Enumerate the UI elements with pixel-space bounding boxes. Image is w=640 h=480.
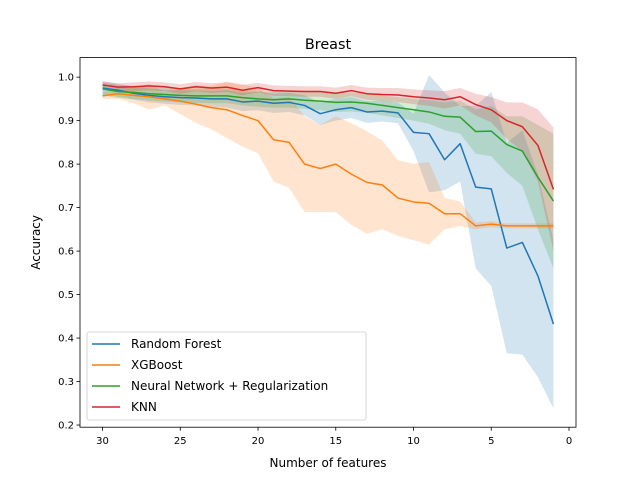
x-tick-label: 25 — [174, 436, 187, 447]
y-tick-label: 0.7 — [58, 203, 74, 214]
axes-frame — [79, 57, 577, 428]
legend: Random Forest XGBoost Neural Network + Reg… — [86, 331, 367, 421]
x-tick-label: 30 — [96, 436, 109, 447]
legend-label: XGBoost — [131, 358, 183, 372]
x-tick-label: 0 — [566, 436, 572, 447]
chart-title: Breast — [305, 37, 352, 53]
band-random-forest — [102, 74, 554, 409]
x-tick-label: 20 — [252, 436, 265, 447]
series-lines — [102, 84, 555, 325]
legend-label: KNN — [131, 400, 157, 414]
y-tick-label: 0.8 — [58, 160, 74, 171]
y-tick-label: 0.2 — [58, 421, 74, 432]
x-axis-label: Number of features — [270, 456, 387, 470]
legend-label: Random Forest — [131, 337, 222, 351]
y-tick-label: 0.4 — [58, 334, 74, 345]
x-axis-ticks: 30 25 20 15 10 5 0 — [96, 427, 572, 447]
line-neural-network-regularization — [102, 88, 555, 202]
y-axis-ticks: 0.2 0.3 0.4 0.5 0.6 0.7 0.8 0.9 1.0 — [58, 73, 80, 432]
y-tick-label: 0.9 — [58, 116, 74, 127]
band-xgboost — [102, 81, 554, 245]
line-xgboost — [102, 92, 554, 227]
x-tick-label: 10 — [407, 436, 420, 447]
legend-label: Neural Network + Regularization — [131, 379, 328, 393]
y-tick-label: 0.5 — [58, 290, 74, 301]
y-tick-label: 1.0 — [58, 73, 74, 84]
x-tick-label: 5 — [488, 436, 494, 447]
line-random-forest — [102, 87, 555, 325]
y-tick-label: 0.3 — [58, 377, 74, 388]
y-tick-label: 0.6 — [58, 247, 74, 258]
line-knn — [102, 84, 555, 190]
confidence-bands — [102, 74, 554, 409]
y-axis-label: Accuracy — [29, 215, 43, 270]
legend-box — [86, 331, 367, 421]
x-tick-label: 15 — [329, 436, 342, 447]
